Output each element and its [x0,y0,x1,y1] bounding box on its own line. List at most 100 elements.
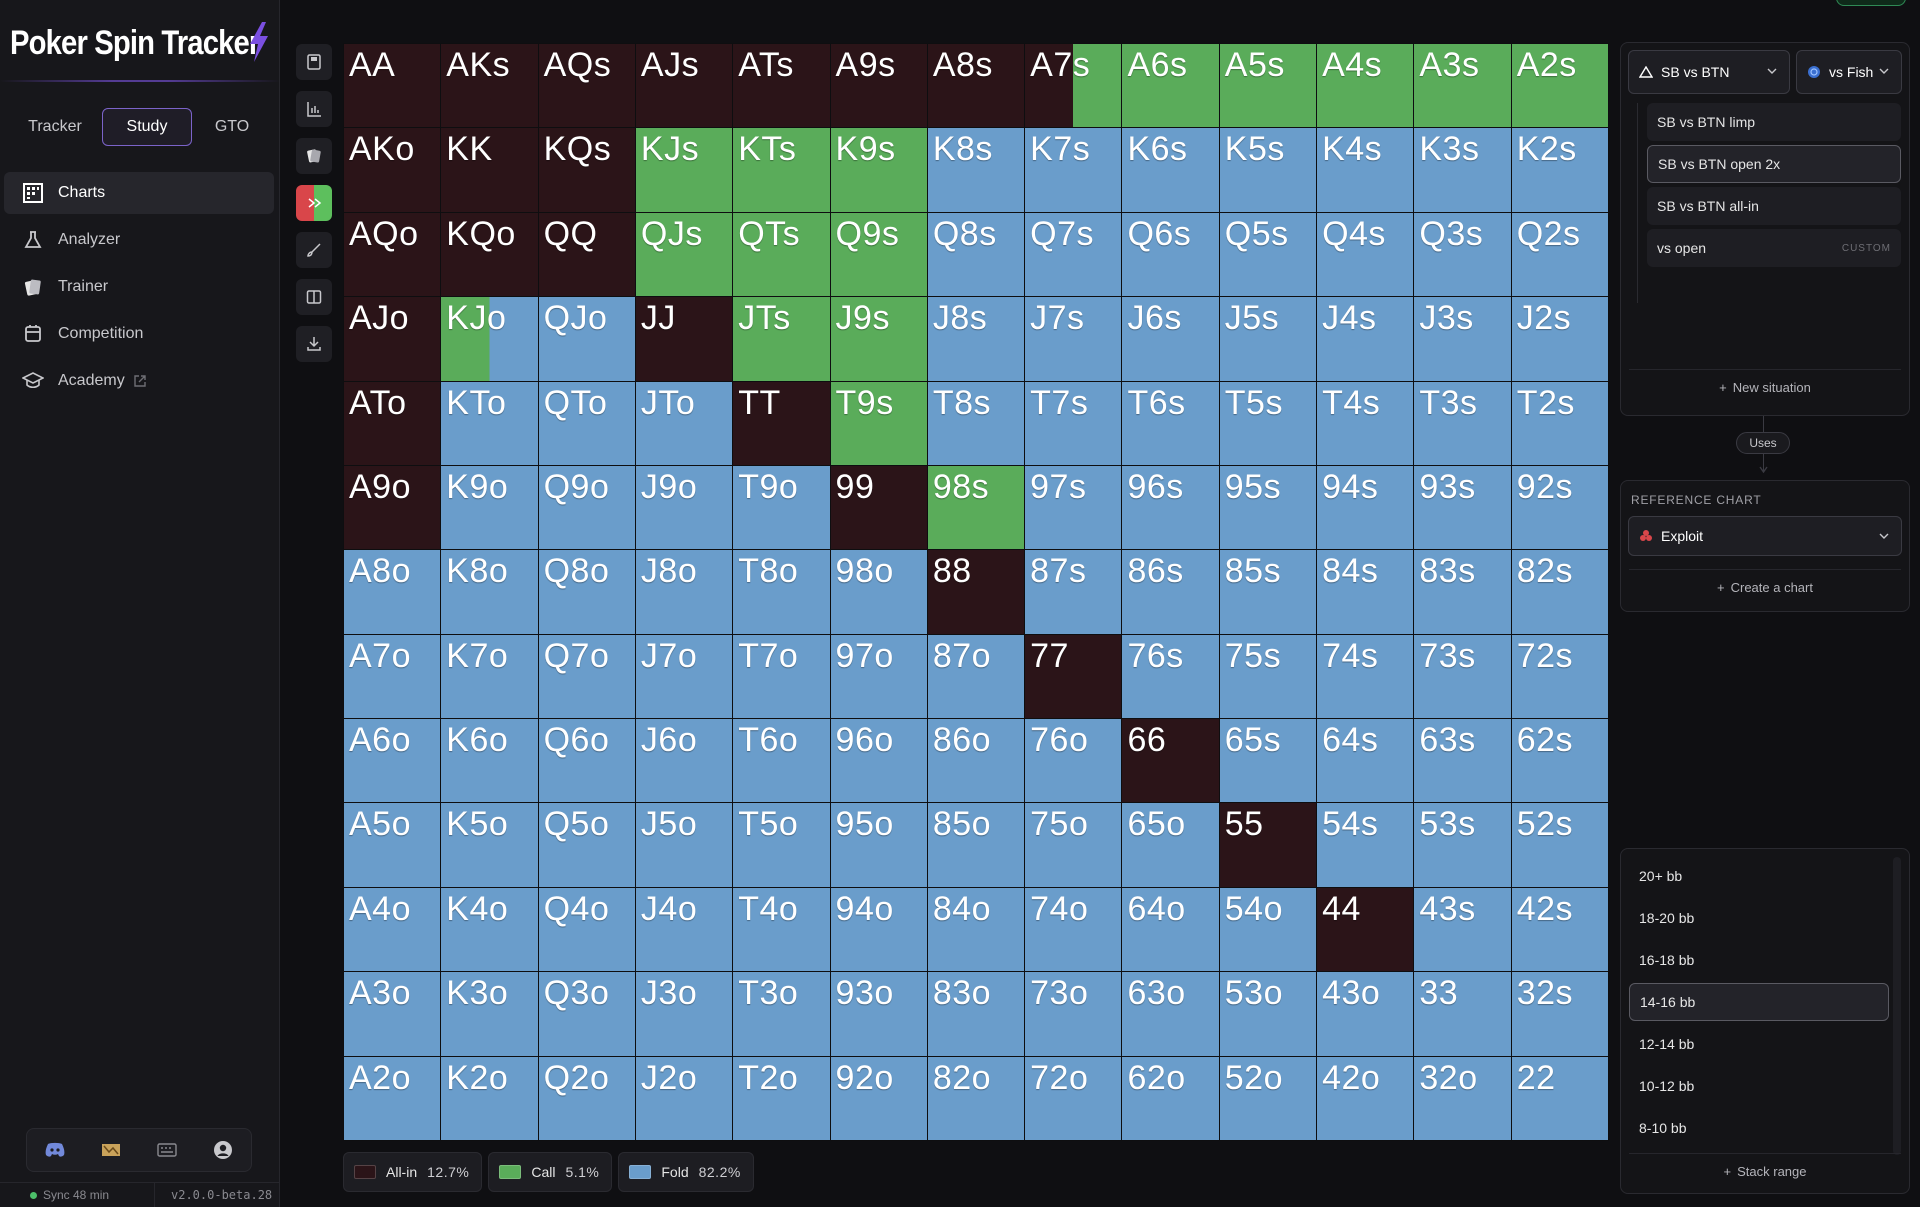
hand-cell[interactable]: 42o [1317,1056,1414,1140]
hand-cell[interactable]: 32s [1511,972,1608,1056]
hand-cell[interactable]: 88 [927,550,1025,634]
hand-cell[interactable]: T9s [830,381,927,465]
save-icon[interactable] [296,44,332,80]
hand-cell[interactable]: J4s [1317,297,1414,381]
hand-cell[interactable]: TT [733,381,830,465]
hand-cell[interactable]: 96o [830,719,927,803]
hand-cell[interactable]: J2o [635,1056,733,1140]
hand-cell[interactable]: KQs [538,128,635,212]
color-action-icon[interactable] [296,185,332,221]
hand-cell[interactable]: QJo [538,297,635,381]
hand-cell[interactable]: 98o [830,550,927,634]
hand-cell[interactable]: 62o [1122,1056,1219,1140]
map-icon[interactable] [98,1137,124,1163]
hand-cell[interactable]: A2o [344,1056,441,1140]
hand-cell[interactable]: 85s [1219,550,1317,634]
hand-cell[interactable]: J4o [635,887,733,972]
hand-cell[interactable]: 95o [830,803,927,887]
hand-cell[interactable]: 87s [1025,550,1122,634]
stack-item[interactable]: 10-12 bb [1629,1067,1889,1105]
hand-cell[interactable]: T6o [733,719,830,803]
discord-icon[interactable] [42,1137,68,1163]
hand-cell[interactable]: 84o [927,887,1025,972]
hand-cell[interactable]: Q5s [1219,212,1317,297]
hand-cell[interactable]: 54o [1219,887,1317,972]
hand-cell[interactable]: 62s [1511,719,1608,803]
hand-cell[interactable]: 52s [1511,803,1608,887]
hand-cell[interactable]: 65o [1122,803,1219,887]
situation-item[interactable]: SB vs BTN all-in [1647,187,1901,225]
hand-cell[interactable]: 86o [927,719,1025,803]
hand-cell[interactable]: AQs [538,44,635,128]
hand-cell[interactable]: T2o [733,1056,830,1140]
hand-cell[interactable]: 94s [1317,465,1414,550]
hand-cell[interactable]: AKo [344,128,441,212]
opponent-select[interactable]: vs Fish [1796,50,1902,94]
hand-cell[interactable]: Q5o [538,803,635,887]
hand-cell[interactable]: J8o [635,550,733,634]
hand-cell[interactable]: 75o [1025,803,1122,887]
hand-cell[interactable]: 53s [1414,803,1511,887]
hand-cell[interactable]: A9o [344,465,441,550]
hand-cell[interactable]: 97s [1025,465,1122,550]
hand-cell[interactable]: 74o [1025,887,1122,972]
hand-cell[interactable]: K5o [441,803,538,887]
hand-cell[interactable]: QQ [538,212,635,297]
hand-cell[interactable]: A7s [1025,44,1122,128]
hand-cell[interactable]: K7o [441,634,538,719]
hand-cell[interactable]: Q4o [538,887,635,972]
hand-cell[interactable]: QTs [733,212,830,297]
hand-cell[interactable]: K9s [830,128,927,212]
hand-cell[interactable]: T3s [1414,381,1511,465]
hand-cell[interactable]: 22 [1511,1056,1608,1140]
hand-cell[interactable]: T5s [1219,381,1317,465]
hand-cell[interactable]: Q8o [538,550,635,634]
hand-cell[interactable]: KJo [441,297,538,381]
hand-cell[interactable]: A8o [344,550,441,634]
tab-gto[interactable]: GTO [214,118,250,135]
sidebar-item-academy[interactable]: Academy [4,360,274,402]
hand-cell[interactable]: 76o [1025,719,1122,803]
hand-cell[interactable]: Q2o [538,1056,635,1140]
hand-cell[interactable]: A3s [1414,44,1511,128]
hand-cell[interactable]: J2s [1511,297,1608,381]
hand-cell[interactable]: 65s [1219,719,1317,803]
hand-cell[interactable]: 86s [1122,550,1219,634]
hand-cell[interactable]: A5s [1219,44,1317,128]
hand-cell[interactable]: 54s [1317,803,1414,887]
hand-cell[interactable]: A6s [1122,44,1219,128]
hand-cell[interactable]: K3s [1414,128,1511,212]
hand-cell[interactable]: Q7o [538,634,635,719]
bar-chart-icon[interactable] [296,91,332,127]
hand-cell[interactable]: 94o [830,887,927,972]
hand-cell[interactable]: KQo [441,212,538,297]
hand-cell[interactable]: AKs [441,44,538,128]
hand-cell[interactable]: 32o [1414,1056,1511,1140]
situation-item[interactable]: vs open CUSTOM [1647,229,1901,267]
hand-cell[interactable]: K6o [441,719,538,803]
hand-cell[interactable]: J9s [830,297,927,381]
hand-cell[interactable]: T4s [1317,381,1414,465]
hand-cell[interactable]: AA [344,44,441,128]
sidebar-item-trainer[interactable]: Trainer [4,266,274,308]
hand-cell[interactable]: T8s [927,381,1025,465]
hand-cell[interactable]: T2s [1511,381,1608,465]
hand-cell[interactable]: 82s [1511,550,1608,634]
hand-cell[interactable]: 73o [1025,972,1122,1056]
hand-cell[interactable]: KJs [635,128,733,212]
hand-cell[interactable]: T3o [733,972,830,1056]
hand-cell[interactable]: ATo [344,381,441,465]
hand-cell[interactable]: A4s [1317,44,1414,128]
stack-item-selected[interactable]: 14-16 bb [1629,983,1889,1021]
hand-cell[interactable]: J8s [927,297,1025,381]
hand-cell[interactable]: 43o [1317,972,1414,1056]
hand-cell[interactable]: K5s [1219,128,1317,212]
hand-cell[interactable]: 52o [1219,1056,1317,1140]
hand-cell[interactable]: Q2s [1511,212,1608,297]
hand-cell[interactable]: 55 [1219,803,1317,887]
tab-study[interactable]: Study [102,108,192,146]
hand-cell[interactable]: KK [441,128,538,212]
hand-cell[interactable]: Q4s [1317,212,1414,297]
hand-cell[interactable]: JTs [733,297,830,381]
hand-cell[interactable]: 63o [1122,972,1219,1056]
